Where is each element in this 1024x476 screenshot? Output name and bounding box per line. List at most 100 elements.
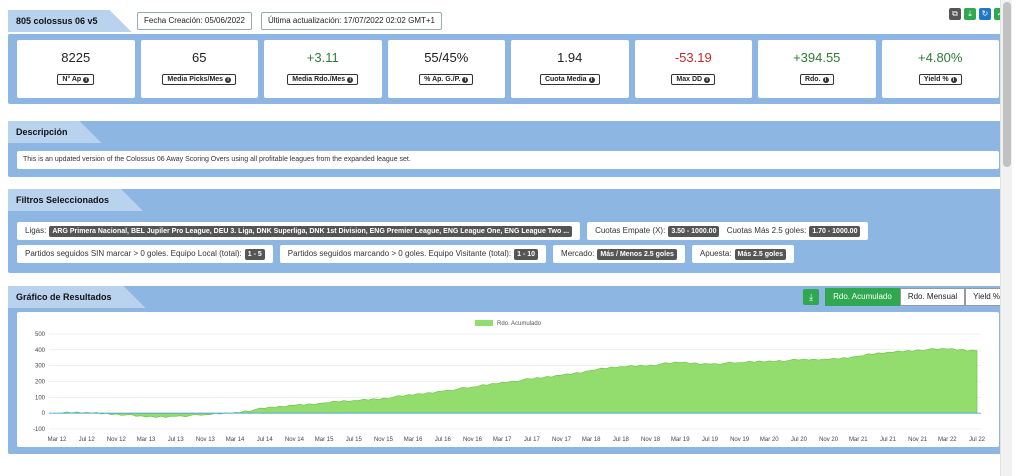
chart-area: Rdo. Acumulado -100 0 100 200 300 400 500 Mar 1… [17,312,999,447]
chart-mode-button[interactable]: Rdo. Acumulado [825,288,900,306]
x-tick-label: Mar 19 [671,437,690,443]
vertical-scrollbar[interactable] [1000,0,1012,476]
filters-row-2: Partidos seguidos SIN marcar > 0 goles. … [17,245,999,263]
stat-value: 55/45% [424,50,469,65]
filter-apuesta-value: Más 2.5 goles [734,249,787,260]
copy-icon[interactable]: ⧉ [949,8,961,20]
x-tick-label: Jul 12 [79,437,96,443]
x-tick-label: Nov 21 [908,437,928,443]
filter-apuesta-label: Apuesta: [699,249,732,258]
chart-button-group: ⤓ Rdo. Acumulado Rdo. Mensual Yield % [803,288,1008,306]
filter-ligas-value: ARG Primera Nacional, BEL Jupiler Pro Le… [49,226,573,237]
stat-label-text: Yield % [923,76,949,83]
info-icon[interactable]: i [462,77,469,83]
refresh-icon[interactable]: ↻ [979,8,991,20]
chart-mode-button[interactable]: Rdo. Mensual [899,288,966,306]
x-tick-label: Mar 20 [760,437,779,443]
x-tick-label: Jul 16 [435,437,452,443]
stat-label: Max DD i [671,74,716,85]
x-tick-label: Mar 14 [226,437,245,443]
filter-mercado-value: Más / Menos 2.5 goles [597,249,677,260]
y-tick-label: 0 [42,411,46,417]
stat-label-text: Media Rdo./Mes [292,76,346,83]
filter-empate: Cuotas Empate (X): 3.50 - 1000.00 Cuotas … [587,222,869,240]
description-panel: Descripción This is an updated version o… [8,121,1008,177]
filter-empate-value: 3.50 - 1000.00 [668,226,720,237]
filter-marcando-value: 1 - 10 [514,249,539,260]
x-tick-label: Jul 13 [168,437,185,443]
scrollbar-thumb[interactable] [1003,2,1011,167]
download-icon: ⤓ [809,292,814,302]
filter-sin-marcar-value: 1 - 5 [244,249,265,260]
x-tick-label: Mar 16 [404,437,423,443]
filter-empate-label: Cuotas Empate (X): [595,226,666,235]
filter-mercado: Mercado: Más / Menos 2.5 goles [553,245,685,263]
strategy-title: 805 colossus 06 v5 [8,10,132,32]
stat-value: 65 [192,50,207,65]
filter-marcando-label: Partidos seguidos marcando > 0 goles. Eq… [287,249,512,258]
chart-legend[interactable]: Rdo. Acumulado [17,320,999,327]
x-tick-label: Jul 21 [880,437,897,443]
x-tick-label: Nov 12 [107,437,127,443]
x-tick-label: Jul 19 [702,437,719,443]
stat-value: +394.55 [793,50,841,65]
filters-row-1: Ligas: ARG Primera Nacional, BEL Jupiler … [17,222,999,240]
stat-card: 55/45% % Ap. G./P. i [387,40,505,98]
filter-mas25-value: 1.70 - 1000.00 [809,226,861,237]
x-tick-label: Mar 12 [48,437,67,443]
y-tick-label: -100 [33,427,46,433]
x-tick-label: Nov 18 [641,437,661,443]
legend-label: Rdo. Acumulado [496,321,542,327]
x-tick-label: Jul 14 [257,437,274,443]
info-icon[interactable]: i [347,77,354,83]
x-tick-label: Mar 17 [493,437,512,443]
stat-value: -53.19 [674,50,712,65]
stat-label-text: Rdo. [804,76,821,83]
chart-mode-buttons: Rdo. Acumulado Rdo. Mensual Yield % [825,288,1008,306]
x-tick-label: Jul 17 [524,437,541,443]
header-row: 805 colossus 06 v5 Fecha Creación: 05/06… [8,0,1008,34]
info-icon[interactable]: i [950,77,957,83]
filter-mas25-label: Cuotas Más 2.5 goles: [726,226,807,235]
updated-date: Última actualización: 17/07/2022 02:02 G… [261,12,442,30]
stat-card: -53.19 Max DD i [634,40,752,98]
stat-card: 8225 N° Ap i [17,40,135,98]
info-icon[interactable]: i [822,77,829,83]
stat-label: Media Picks/Mes i [162,74,237,85]
stat-label-text: Media Picks/Mes [167,76,224,83]
x-tick-label: Jul 22 [969,437,986,443]
info-icon[interactable]: i [588,77,595,83]
x-tick-label: Jul 15 [346,437,363,443]
y-tick-label: 200 [35,380,46,386]
info-icon[interactable]: i [704,77,711,83]
x-tick-label: Nov 14 [285,437,305,443]
filter-marcando: Partidos seguidos marcando > 0 goles. Eq… [279,245,547,263]
info-icon[interactable]: i [83,77,90,83]
stat-label: Media Rdo./Mes i [287,74,359,85]
y-tick-label: 100 [35,395,46,401]
stat-label: Cuota Media i [539,74,600,85]
download-icon[interactable]: ⤓ [964,8,976,20]
x-tick-label: Nov 17 [552,437,572,443]
stat-value: 1.94 [557,50,583,65]
results-chart-panel: Gráfico de Resultados ⤓ Rdo. Acumulado Rd… [8,286,1008,454]
x-tick-label: Mar 13 [137,437,156,443]
stat-label: % Ap. G./P. i [419,74,474,85]
download-chart-button[interactable]: ⤓ [803,289,820,305]
x-tick-label: Nov 13 [196,437,216,443]
info-icon[interactable]: i [225,77,232,83]
stat-label: Rdo. i [799,74,834,85]
stat-label: Yield % i [918,74,962,85]
y-tick-label: 500 [35,332,46,338]
stat-card: +394.55 Rdo. i [758,40,876,98]
filter-sin-marcar-label: Partidos seguidos SIN marcar > 0 goles. … [25,249,242,258]
stat-card: +4.80% Yield % i [881,40,999,98]
filter-ligas-label: Ligas: [25,226,47,235]
stats-panel: 8225 N° Ap i 65 Media Picks/Mes i +3.11 Media R… [8,34,1008,104]
stat-card: 65 Media Picks/Mes i [140,40,258,98]
stat-value: +3.11 [306,50,339,65]
stat-card: 1.94 Cuota Media i [511,40,629,98]
stat-label-text: % Ap. G./P. [424,76,461,83]
x-tick-label: Jul 20 [791,437,808,443]
